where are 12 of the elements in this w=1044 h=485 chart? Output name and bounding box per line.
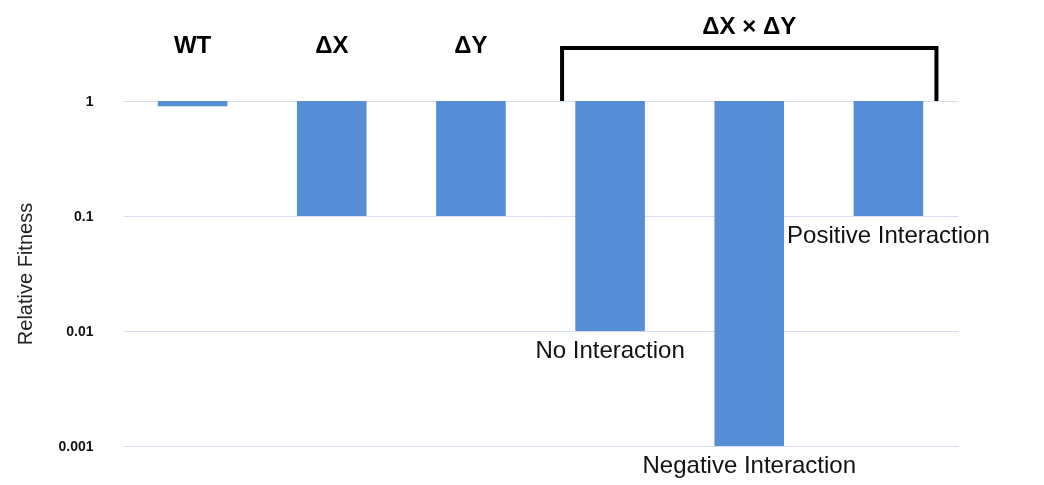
x-tick-label: WT (173, 30, 212, 58)
x-tick-label: ΔX (315, 30, 349, 58)
text: ΔX × ΔY (702, 12, 797, 40)
y-axis-title: Relative Fitness (14, 202, 37, 346)
annotation: Negative Interaction (642, 451, 856, 478)
x-tick-label: ΔY (454, 30, 488, 58)
y-tick-label: 0.01 (66, 322, 94, 339)
y-tick-label: 0.001 (58, 437, 94, 454)
y-tick-label: 1 (85, 92, 94, 109)
annotation: Positive Interaction (787, 221, 990, 248)
y-tick-label: 0.1 (74, 207, 94, 224)
annotation: No Interaction (535, 336, 685, 363)
